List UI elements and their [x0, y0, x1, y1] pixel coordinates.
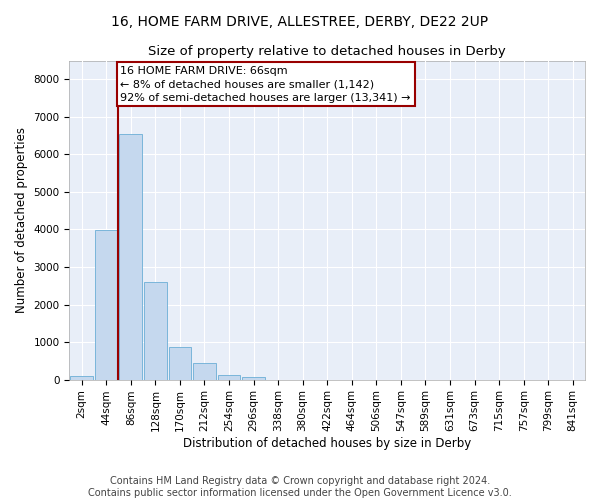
Bar: [95, 230, 118, 380]
Y-axis label: Number of detached properties: Number of detached properties: [15, 127, 28, 313]
Bar: [119, 134, 142, 380]
Text: 16 HOME FARM DRIVE: 66sqm
← 8% of detached houses are smaller (1,142)
92% of sem: 16 HOME FARM DRIVE: 66sqm ← 8% of detach…: [121, 66, 411, 102]
X-axis label: Distribution of detached houses by size in Derby: Distribution of detached houses by size …: [183, 437, 472, 450]
Bar: [218, 374, 240, 380]
Bar: [144, 282, 167, 380]
Text: Contains HM Land Registry data © Crown copyright and database right 2024.
Contai: Contains HM Land Registry data © Crown c…: [88, 476, 512, 498]
Title: Size of property relative to detached houses in Derby: Size of property relative to detached ho…: [148, 45, 506, 58]
Bar: [169, 347, 191, 380]
Bar: [242, 378, 265, 380]
Bar: [70, 376, 93, 380]
Text: 16, HOME FARM DRIVE, ALLESTREE, DERBY, DE22 2UP: 16, HOME FARM DRIVE, ALLESTREE, DERBY, D…: [112, 15, 488, 29]
Bar: [193, 364, 216, 380]
